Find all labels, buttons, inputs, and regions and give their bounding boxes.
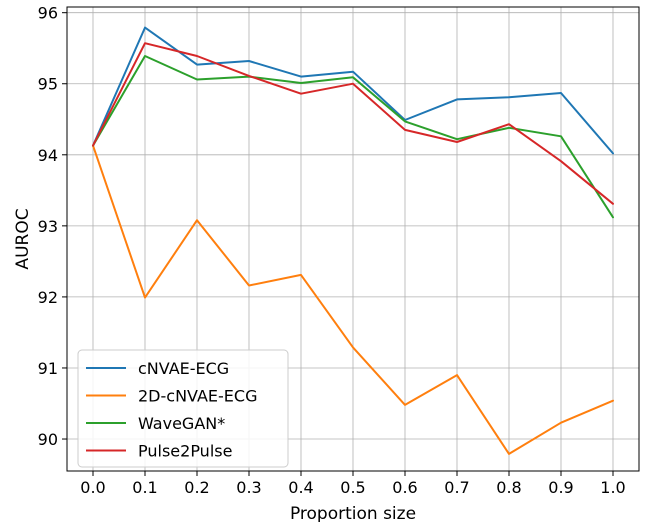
x-tick-label: 0.4 — [288, 478, 313, 497]
legend-label: Pulse2Pulse — [138, 442, 232, 461]
series-line-3 — [92, 42, 614, 205]
x-axis-label: Proportion size — [290, 504, 416, 522]
x-tick-label: 0.5 — [340, 478, 365, 497]
x-tick-label: 0.2 — [184, 478, 209, 497]
y-tick-label: 90 — [38, 430, 58, 449]
legend-label: cNVAE-ECG — [138, 359, 229, 378]
y-tick-label: 96 — [38, 4, 58, 23]
legend-box — [77, 349, 289, 468]
x-tick-label: 0.0 — [80, 478, 105, 497]
x-tick-label: 1.0 — [600, 478, 625, 497]
x-tick-label: 0.7 — [444, 478, 469, 497]
legend: cNVAE-ECG 2D-cNVAE-ECG WaveGAN* Pulse2Pulse — [77, 349, 289, 468]
axis-ticks: 0.0 0.1 0.2 0.3 0.4 0.5 0.6 0.7 0.8 0.9 1.0 90 91 92 9… — [38, 4, 626, 497]
series-lines — [92, 26, 614, 455]
x-tick-label: 0.9 — [548, 478, 573, 497]
legend-label: 2D-cNVAE-ECG — [138, 387, 257, 406]
y-axis-label: AUROC — [13, 208, 33, 269]
x-tick-label: 0.8 — [496, 478, 521, 497]
y-tick-label: 94 — [38, 146, 58, 165]
y-tick-label: 92 — [38, 288, 58, 307]
series-line-1 — [92, 144, 614, 455]
y-tick-label: 95 — [38, 75, 58, 94]
x-tick-label: 0.6 — [392, 478, 417, 497]
legend-label: WaveGAN* — [138, 414, 225, 433]
y-tick-label: 91 — [38, 359, 58, 378]
x-tick-label: 0.3 — [236, 478, 261, 497]
y-tick-label: 93 — [38, 217, 58, 236]
x-tick-label: 0.1 — [132, 478, 157, 497]
series-line-2 — [92, 55, 614, 219]
